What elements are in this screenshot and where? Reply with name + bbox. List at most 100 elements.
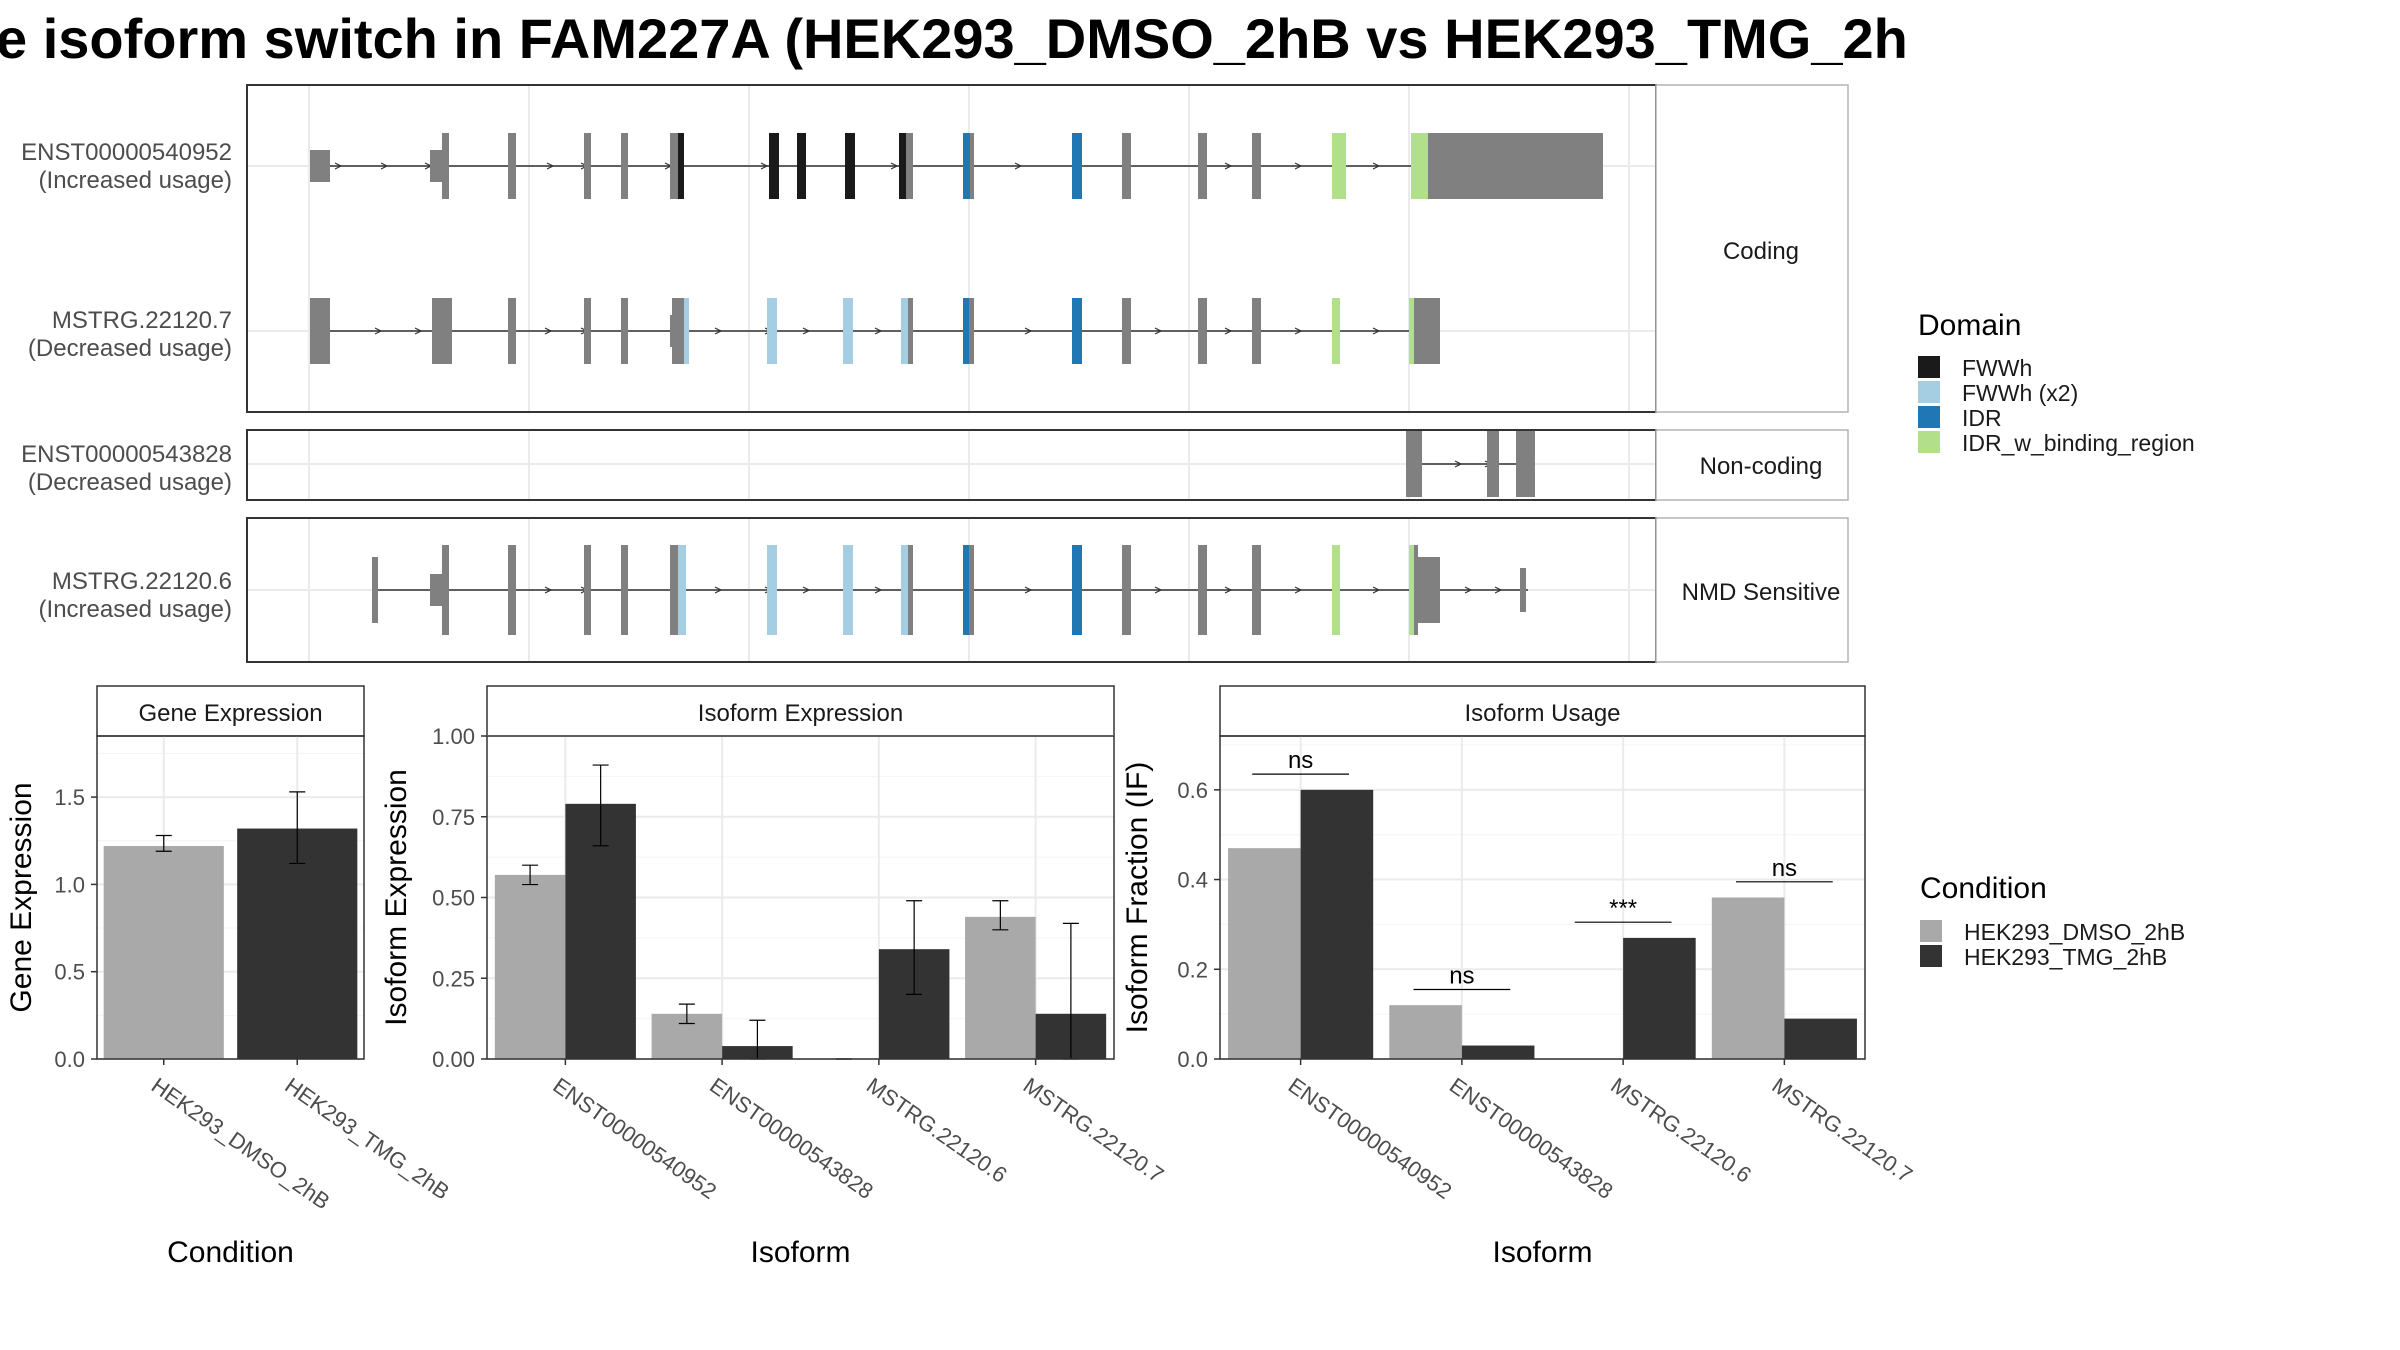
y-tick-label: 0.50 bbox=[432, 886, 475, 911]
domain-exon bbox=[1072, 298, 1082, 364]
exon bbox=[1198, 545, 1207, 635]
strand-arrow bbox=[1024, 327, 1033, 335]
strand-arrow bbox=[546, 162, 555, 170]
exon bbox=[430, 574, 442, 606]
x-tick-label: MSTRG.22120.6 bbox=[1606, 1073, 1756, 1188]
x-tick-label: ENST00000543828 bbox=[1445, 1073, 1618, 1204]
legend-key-dmso bbox=[1920, 920, 1942, 942]
bar bbox=[1300, 789, 1374, 1059]
bar bbox=[103, 845, 224, 1059]
transcript-usage-4: (Increased usage) bbox=[39, 596, 232, 623]
facet-strip-labels: Coding Non-coding NMD Sensitive bbox=[1682, 238, 1841, 606]
strand-arrow bbox=[1014, 162, 1023, 170]
facet-label-coding: Coding bbox=[1723, 238, 1799, 265]
transcript-structure-panel bbox=[246, 84, 1849, 663]
y-tick-label: 0.2 bbox=[1177, 957, 1208, 982]
domain-exon bbox=[684, 298, 689, 364]
domain-exon bbox=[963, 298, 969, 364]
chart-strip bbox=[1219, 685, 1866, 737]
y-tick-label: 0.6 bbox=[1177, 778, 1208, 803]
transcript-usage-3: (Decreased usage) bbox=[28, 469, 232, 496]
strand-arrow bbox=[1372, 327, 1381, 335]
domain-exon bbox=[797, 133, 806, 199]
bar bbox=[1389, 1005, 1462, 1059]
transcript-name-3: ENST00000543828 bbox=[21, 441, 232, 468]
domain-exon bbox=[1409, 545, 1414, 635]
legend-label-fwwh: FWWh bbox=[1962, 355, 2032, 381]
exon bbox=[442, 133, 449, 199]
strand-arrow bbox=[1372, 162, 1381, 170]
legend-key-fwwh-x2 bbox=[1918, 381, 1940, 403]
legend-key-fwwh bbox=[1918, 356, 1940, 378]
x-tick-label: MSTRG.22120.7 bbox=[1019, 1073, 1169, 1188]
domain-exon bbox=[1332, 545, 1340, 635]
strand-arrow bbox=[380, 162, 389, 170]
chart-frame bbox=[1219, 735, 1866, 1060]
strand-arrow bbox=[1154, 327, 1163, 335]
strand-arrow bbox=[1464, 586, 1473, 594]
chart-strip-label: Isoform Expression bbox=[698, 700, 903, 727]
exon bbox=[670, 133, 678, 199]
facet-label-non-coding: Non-coding bbox=[1700, 453, 1823, 480]
facet-strip-coding bbox=[1655, 84, 1849, 413]
domain-exon bbox=[843, 298, 853, 364]
legend-label-tmg: HEK293_TMG_2hB bbox=[1964, 944, 2167, 970]
strand-arrow bbox=[1024, 586, 1033, 594]
y-tick-label: 0.0 bbox=[54, 1047, 85, 1072]
exon bbox=[672, 298, 684, 364]
x-tick-label: MSTRG.22120.6 bbox=[862, 1073, 1012, 1188]
exon bbox=[621, 298, 628, 364]
strand-arrow bbox=[874, 327, 883, 335]
bar bbox=[1784, 1018, 1857, 1059]
x-tick-label: ENST00000543828 bbox=[705, 1073, 878, 1204]
bar bbox=[237, 828, 358, 1059]
exon bbox=[670, 545, 680, 635]
transcript-name-4: MSTRG.22120.6 bbox=[52, 568, 232, 595]
exon bbox=[508, 133, 516, 199]
exon bbox=[906, 133, 913, 199]
x-tick-label: ENST00000540952 bbox=[549, 1073, 722, 1204]
exon bbox=[1198, 298, 1207, 364]
bar bbox=[965, 916, 1036, 1059]
exon bbox=[1487, 431, 1499, 497]
exon bbox=[310, 150, 330, 182]
bar bbox=[1461, 1045, 1535, 1059]
bar bbox=[1228, 848, 1301, 1059]
strand-arrow bbox=[374, 327, 383, 335]
strand-arrow bbox=[414, 327, 423, 335]
figure-title: e isoform switch in FAM227A (HEK293_DMSO… bbox=[0, 7, 1908, 70]
domain-exon bbox=[963, 133, 970, 199]
strand-arrow bbox=[890, 162, 899, 170]
strand-arrow bbox=[1494, 586, 1503, 594]
strand-arrow bbox=[1294, 327, 1303, 335]
strand-arrow bbox=[874, 586, 883, 594]
domain-exon bbox=[767, 298, 777, 364]
transcript-name-2: MSTRG.22120.7 bbox=[52, 307, 232, 334]
exon bbox=[1198, 133, 1207, 199]
exon bbox=[1122, 298, 1131, 364]
exon bbox=[442, 545, 449, 635]
exon bbox=[969, 545, 974, 635]
significance-label: ns bbox=[1772, 855, 1797, 882]
exon bbox=[432, 298, 452, 364]
exon bbox=[1516, 431, 1535, 497]
domain-exon bbox=[899, 133, 906, 199]
exon bbox=[372, 557, 378, 623]
y-axis-title: Isoform Fraction (IF) bbox=[1121, 762, 1154, 1034]
strand-arrow bbox=[1154, 586, 1163, 594]
y-tick-label: 0.0 bbox=[1177, 1047, 1208, 1072]
exon bbox=[621, 133, 628, 199]
legend-label-idr-binding: IDR_w_binding_region bbox=[1962, 430, 2195, 456]
transcript-usage-1: (Increased usage) bbox=[39, 167, 232, 194]
strand-arrow bbox=[714, 327, 723, 335]
domain-exon bbox=[1411, 133, 1428, 199]
y-tick-label: 0.75 bbox=[432, 805, 475, 830]
exon bbox=[1418, 298, 1440, 364]
transcript-labels: ENST00000540952 (Increased usage) MSTRG.… bbox=[21, 139, 232, 623]
chart-strip bbox=[96, 685, 365, 737]
isoform-usage-chart: Isoform Usage ns ns *** ns 0.0 0.2 0.4 0.6 ENST00… bbox=[1121, 685, 1917, 1269]
chart-frame bbox=[96, 735, 365, 1060]
condition-legend-title: Condition bbox=[1920, 872, 2047, 905]
strand-arrow bbox=[1294, 162, 1303, 170]
exon bbox=[584, 133, 591, 199]
